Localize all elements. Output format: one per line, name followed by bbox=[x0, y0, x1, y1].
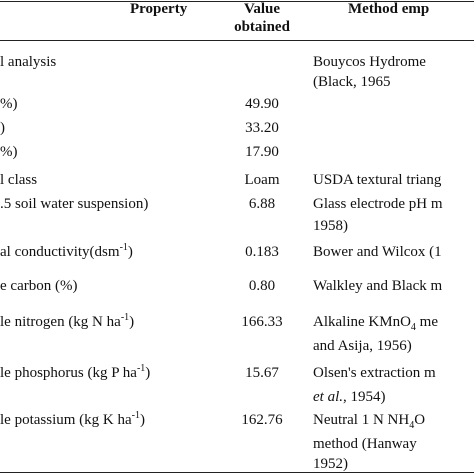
method-cell: and Asija, 1956) bbox=[313, 337, 412, 355]
property-cell: le nitrogen (kg N ha-1) bbox=[0, 313, 134, 331]
text-run: le potassium (kg K ha bbox=[0, 412, 132, 428]
method-cell: 1952) bbox=[313, 455, 348, 473]
value-cell: 162.76 bbox=[241, 412, 283, 428]
value-cell: 33.20 bbox=[245, 120, 279, 136]
text-run: l class bbox=[0, 172, 38, 188]
property-cell: le phosphorus (kg P ha-1) bbox=[0, 364, 150, 382]
text-run: le phosphorus (kg P ha bbox=[0, 365, 137, 381]
text-run: 1952) bbox=[313, 456, 348, 472]
text-run: -1 bbox=[119, 242, 128, 253]
method-cell: Bower and Wilcox (1 bbox=[313, 243, 442, 261]
method-cell: Glass electrode pH m bbox=[313, 195, 443, 213]
value-cell: 0.183 bbox=[245, 244, 279, 260]
text-run: Walkley and Black m bbox=[313, 278, 443, 294]
text-run: le nitrogen (kg N ha bbox=[0, 314, 121, 330]
bottom-rule bbox=[0, 472, 474, 473]
property-cell: %) bbox=[0, 95, 18, 113]
value-cell: Loam bbox=[244, 172, 280, 188]
text-run: ) bbox=[129, 314, 135, 330]
method-cell: Neutral 1 N NH4O bbox=[313, 411, 426, 431]
text-run: Olsen's extraction m bbox=[313, 365, 436, 381]
header-property: Property bbox=[130, 1, 188, 17]
header-value: Value obtained bbox=[234, 1, 290, 35]
text-run: ) bbox=[0, 120, 5, 136]
text-run: Bouycos Hydrome bbox=[313, 54, 426, 70]
text-run: 1958) bbox=[313, 218, 348, 234]
method-cell: Bouycos Hydrome bbox=[313, 53, 426, 71]
property-cell: le potassium (kg K ha-1) bbox=[0, 411, 145, 429]
text-run: method (Hanway bbox=[313, 436, 417, 452]
header-rule bbox=[0, 40, 474, 41]
text-run: et al. bbox=[313, 389, 343, 405]
value-cell: 0.80 bbox=[248, 278, 276, 294]
text-run: USDA textural triang bbox=[313, 172, 442, 188]
text-run: Alkaline KMnO bbox=[313, 314, 411, 330]
text-run: (Black, 1965 bbox=[313, 74, 391, 90]
text-run: Glass electrode pH m bbox=[313, 196, 443, 212]
text-run: l analysis bbox=[0, 54, 57, 70]
value-cell: 166.33 bbox=[241, 314, 283, 330]
text-run: al conductivity(dsm bbox=[0, 244, 120, 260]
text-run: , 1954) bbox=[343, 389, 386, 405]
property-cell: l class bbox=[0, 171, 37, 189]
method-cell: Olsen's extraction m bbox=[313, 364, 436, 382]
header-method: Method emp bbox=[348, 1, 430, 17]
method-cell: 1958) bbox=[313, 217, 348, 235]
text-run: me bbox=[415, 314, 438, 330]
value-cell: 15.67 bbox=[245, 365, 279, 381]
value-cell: 17.90 bbox=[245, 144, 279, 160]
method-cell: (Black, 1965 bbox=[313, 73, 390, 91]
text-run: ) bbox=[140, 412, 145, 428]
text-run: -1 bbox=[120, 312, 130, 323]
property-cell: l analysis bbox=[0, 53, 56, 71]
text-run: and Asija, 1956) bbox=[313, 338, 412, 354]
text-run: 4 bbox=[410, 322, 416, 333]
top-rule bbox=[0, 1, 474, 2]
property-cell: .5 soil water suspension) bbox=[0, 195, 148, 213]
property-cell: %) bbox=[0, 143, 18, 161]
method-cell: method (Hanway bbox=[313, 435, 417, 453]
method-cell: Alkaline KMnO4 me bbox=[313, 313, 438, 333]
text-run: 4 bbox=[409, 420, 415, 431]
method-cell: Walkley and Black m bbox=[313, 277, 442, 295]
method-cell: USDA textural triang bbox=[313, 171, 441, 189]
method-cell: et al., 1954) bbox=[313, 388, 386, 406]
property-cell: al conductivity(dsm-1) bbox=[0, 243, 133, 261]
text-run: O bbox=[414, 412, 426, 428]
value-cell: 6.88 bbox=[248, 196, 276, 212]
text-run: Bower and Wilcox (1 bbox=[313, 244, 442, 260]
text-run: ) bbox=[145, 365, 151, 381]
property-cell: ) bbox=[0, 119, 5, 137]
value-cell: 49.90 bbox=[245, 96, 279, 112]
text-run: -1 bbox=[136, 363, 146, 374]
text-run: %) bbox=[0, 96, 18, 112]
text-run: e carbon (%) bbox=[0, 278, 78, 294]
text-run: .5 soil water suspension) bbox=[0, 196, 149, 212]
text-run: Neutral 1 N NH bbox=[313, 412, 410, 428]
text-run: %) bbox=[0, 144, 18, 160]
text-run: ) bbox=[127, 244, 133, 260]
text-run: -1 bbox=[131, 410, 140, 421]
property-cell: e carbon (%) bbox=[0, 277, 77, 295]
